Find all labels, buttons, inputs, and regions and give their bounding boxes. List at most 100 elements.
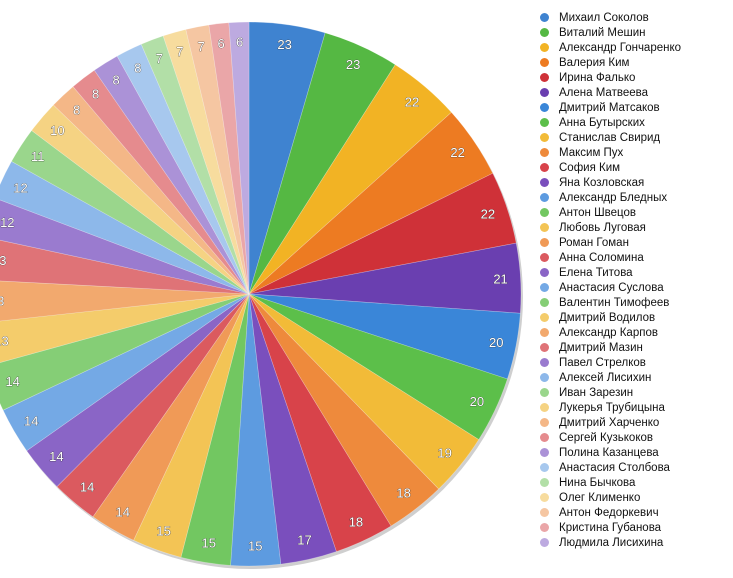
slice-value-label: 19 [437, 445, 451, 460]
legend-item: Любовь Луговая [540, 220, 730, 235]
legend-swatch [540, 73, 549, 82]
legend-swatch [540, 403, 549, 412]
legend-label: Ирина Фалько [559, 71, 636, 84]
legend-label: Антон Швецов [559, 206, 636, 219]
slice-value-label: 22 [481, 206, 495, 221]
legend-label: Полина Казанцева [559, 446, 659, 459]
legend-swatch [540, 268, 549, 277]
slice-value-label: 17 [297, 532, 311, 547]
pie-slice [228, 21, 250, 295]
slice-value-label: 18 [396, 486, 410, 501]
pie-slice [248, 242, 522, 314]
pie-slice [72, 69, 250, 295]
legend-swatch [540, 118, 549, 127]
legend-label: Александр Карпов [559, 326, 658, 339]
pie-slice [53, 86, 250, 295]
legend-swatch [540, 43, 549, 52]
legend-item: Анастасия Столбова [540, 460, 730, 475]
slice-value-label: 8 [112, 72, 119, 87]
slice-value-label: 14 [49, 449, 63, 464]
legend-swatch [540, 358, 549, 367]
slice-value-label: 10 [50, 123, 64, 138]
legend-item: Кристина Губанова [540, 520, 730, 535]
pie-slice [31, 104, 250, 295]
pie-slice [248, 293, 440, 527]
legend-swatch [540, 463, 549, 472]
legend-item: Дмитрий Матсаков [540, 100, 730, 115]
legend-swatch [540, 493, 549, 502]
slice-value-label: 15 [156, 524, 170, 539]
slice-value-label: 7 [156, 51, 163, 66]
pie-slice [2, 293, 250, 452]
legend-label: Анна Соломина [559, 251, 644, 264]
legend-label: Валентин Тимофеев [559, 296, 670, 309]
slice-value-label: 20 [489, 335, 503, 350]
pie-slice [230, 293, 282, 567]
legend-item: Анна Соломина [540, 250, 730, 265]
pie-slice [248, 64, 452, 295]
pie-slice [248, 293, 480, 490]
legend-swatch [540, 148, 549, 157]
legend-item: Антон Швецов [540, 205, 730, 220]
pie-slice [11, 130, 250, 295]
legend-label: Валерия Ким [559, 56, 630, 69]
pie-slice [180, 293, 250, 566]
legend-swatch [540, 388, 549, 397]
slice-value-label: 7 [197, 39, 204, 54]
legend-swatch [540, 328, 549, 337]
legend-item: Олег Клименко [540, 490, 730, 505]
legend-label: Дмитрий Мазин [559, 341, 643, 354]
pie-slice [56, 293, 250, 518]
legend-label: Антон Федоркевич [559, 506, 659, 519]
legend-swatch [540, 538, 549, 547]
legend-swatch [540, 103, 549, 112]
legend-label: Яна Козловская [559, 176, 645, 189]
pie-slice [248, 293, 337, 565]
pie-slice [26, 293, 250, 488]
legend-swatch [540, 523, 549, 532]
legend-item: Дмитрий Мазин [540, 340, 730, 355]
legend-item: Ирина Фалько [540, 70, 730, 85]
pie-slice [248, 111, 494, 295]
legend-item: Алексей Лисихин [540, 370, 730, 385]
legend-item: Валерия Ким [540, 55, 730, 70]
legend-item: Валентин Тимофеев [540, 295, 730, 310]
legend-item: Александр Бледных [540, 190, 730, 205]
legend-item: Анна Бутырских [540, 115, 730, 130]
pie-slice [185, 24, 250, 295]
legend-label: Нина Бычкова [559, 476, 636, 489]
slice-value-label: 22 [450, 145, 464, 160]
slice-value-label: 12 [0, 215, 14, 230]
legend-label: София Ким [559, 161, 621, 174]
legend-label: Виталий Мешин [559, 26, 646, 39]
legend-item: Александр Карпов [540, 325, 730, 340]
pie-slice [0, 239, 250, 295]
legend-label: Лукерья Трубицына [559, 401, 665, 414]
legend-label: Анастасия Столбова [559, 461, 670, 474]
pie-slice [0, 293, 250, 411]
legend-swatch [540, 58, 549, 67]
slice-value-label: 15 [201, 535, 215, 550]
legend-item: Полина Казанцева [540, 445, 730, 460]
pie-slice [208, 22, 250, 295]
legend-item: Лукерья Трубицына [540, 400, 730, 415]
legend-item: София Ким [540, 160, 730, 175]
slice-value-label: 23 [346, 57, 360, 72]
legend-label: Роман Гоман [559, 236, 629, 249]
pie-slice [140, 35, 250, 295]
legend-label: Александр Бледных [559, 191, 668, 204]
slice-value-label: 18 [349, 515, 363, 530]
legend-swatch [540, 313, 549, 322]
legend-swatch [540, 88, 549, 97]
slice-value-label: 8 [92, 87, 99, 102]
legend-item: Станислав Свирид [540, 130, 730, 145]
legend-item: Дмитрий Водилов [540, 310, 730, 325]
legend-item: Виталий Мешин [540, 25, 730, 40]
pie-slice [248, 293, 521, 380]
legend-swatch [540, 478, 549, 487]
legend-label: Анна Бутырских [559, 116, 645, 129]
legend-label: Иван Зарезин [559, 386, 634, 399]
pie-slice [93, 55, 250, 295]
pie-slice [0, 280, 250, 322]
slice-value-label: 7 [176, 44, 183, 59]
